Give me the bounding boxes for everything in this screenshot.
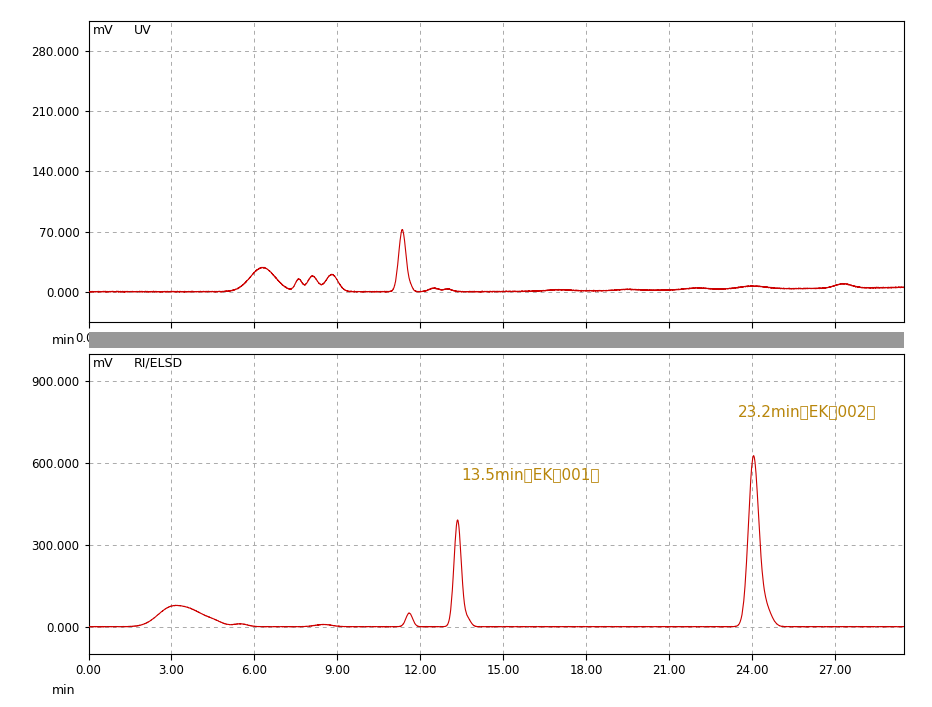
Text: 23.2min（EK－002）: 23.2min（EK－002）: [738, 404, 877, 419]
Text: UV: UV: [133, 24, 151, 37]
Text: min: min: [52, 684, 75, 697]
Text: RI/ELSD: RI/ELSD: [133, 356, 183, 370]
Text: min: min: [52, 334, 75, 346]
Text: mV: mV: [92, 24, 114, 37]
Text: mV: mV: [92, 356, 114, 370]
Text: 13.5min（EK－001）: 13.5min（EK－001）: [461, 467, 600, 482]
